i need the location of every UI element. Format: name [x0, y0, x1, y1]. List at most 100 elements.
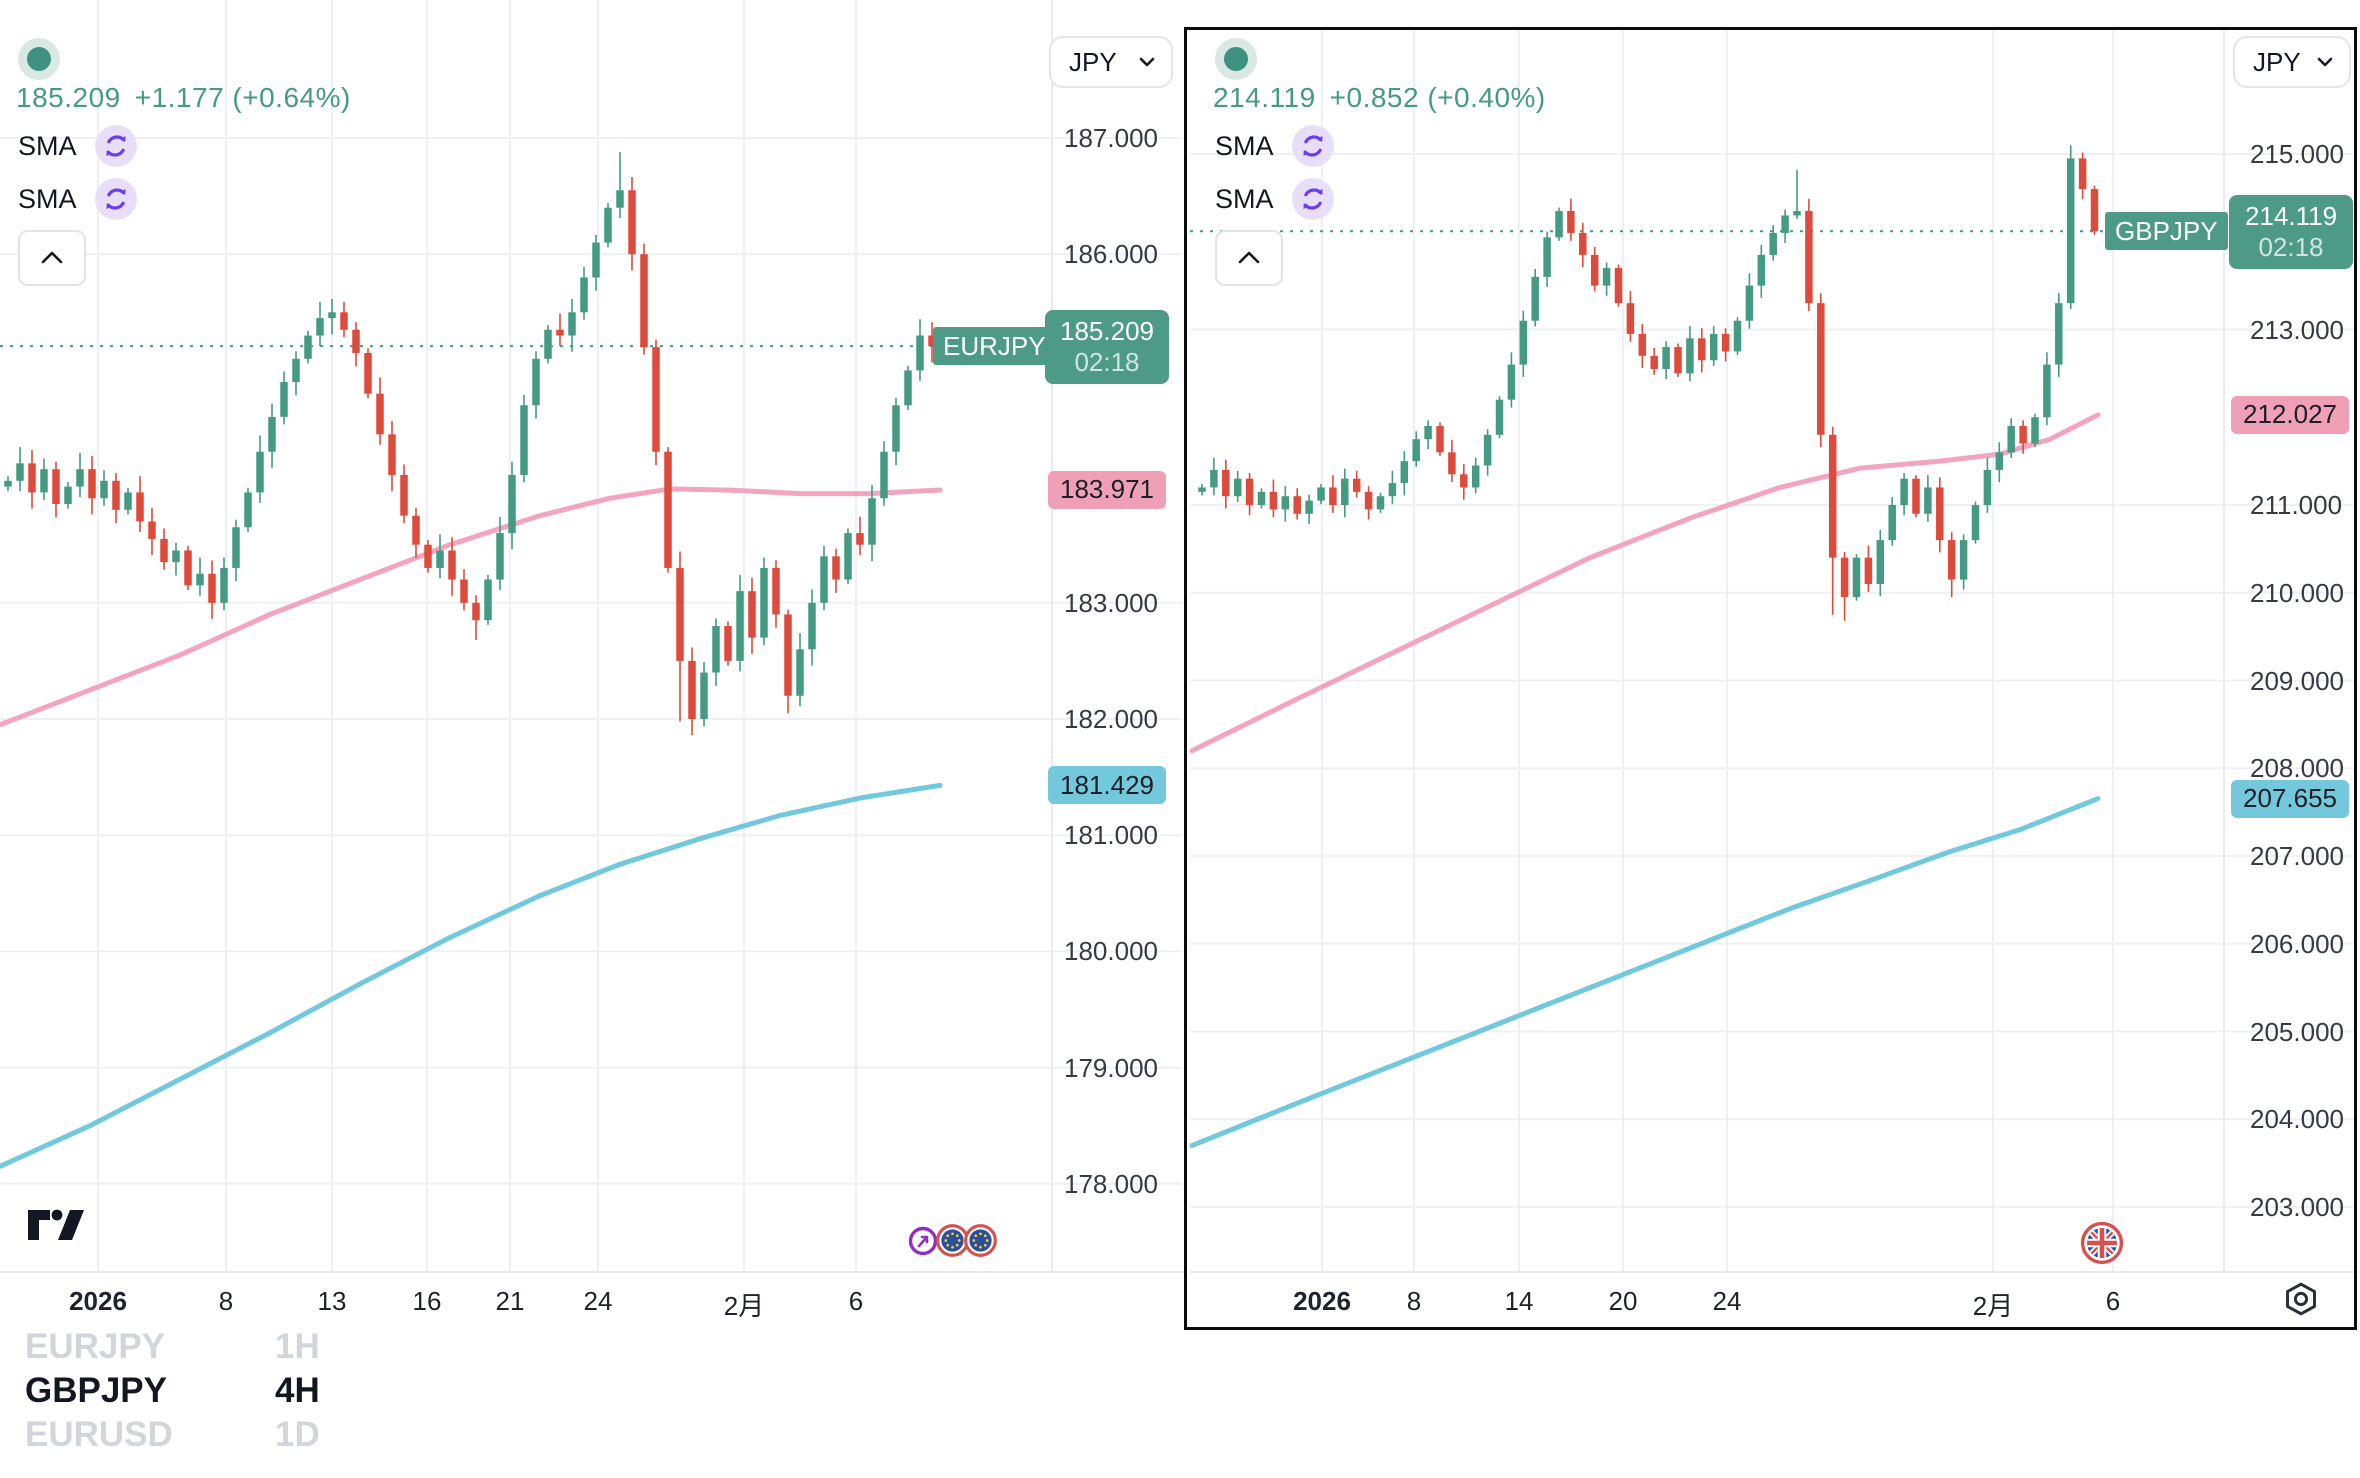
- sma-pink-value-label: 212.027: [2231, 395, 2349, 434]
- price-tick: 181.000: [1064, 820, 1158, 851]
- watchlist-symbol: GBPJPY: [25, 1371, 167, 1410]
- market-status-dot[interactable]: [18, 38, 60, 80]
- time-tick: 21: [495, 1286, 525, 1316]
- time-tick: 24: [1712, 1286, 1742, 1316]
- time-tick: 2月: [723, 1291, 765, 1321]
- last-price: 185.209: [16, 82, 121, 113]
- watchlist-interval: 4H: [275, 1371, 320, 1410]
- legend-price-line: 185.209 +1.177 (+0.64%): [16, 82, 351, 114]
- sma-pink-value-label: 183.971: [1048, 470, 1166, 509]
- tradingview-logo[interactable]: [26, 1208, 86, 1247]
- left-chart-panel: 185.209 +1.177 (+0.64%) SMA SMA JPY 187.0…: [0, 0, 1184, 1330]
- price-change: +1.177 (+0.64%): [134, 82, 351, 113]
- price-tick: 205.000: [2250, 1016, 2344, 1047]
- eu-flag-icon[interactable]: [964, 1224, 997, 1262]
- right-chart-panel: 214.119 +0.852 (+0.40%) SMA SMA JPY 215.0…: [1190, 0, 2360, 1330]
- gear-icon: [2286, 1282, 2316, 1316]
- sma-blue[interactable]: [0, 782, 943, 1169]
- current-price-value: 214.119: [2244, 201, 2338, 232]
- indicator-loading-icon: [94, 178, 137, 220]
- watchlist-symbol: EURJPY: [25, 1327, 166, 1366]
- currency-selector[interactable]: JPY: [2233, 36, 2351, 88]
- time-axis[interactable]: 2026 8 13 16 21 24 2月 6: [0, 1276, 1052, 1330]
- watchlist-interval: 1H: [275, 1327, 320, 1366]
- sma-pink[interactable]: [0, 486, 943, 728]
- chevron-up-icon: [1238, 251, 1260, 264]
- candlestick-series[interactable]: [1198, 145, 2099, 621]
- candlestick-series[interactable]: [4, 151, 936, 736]
- time-tick: 2月: [1972, 1291, 2014, 1321]
- sma-label: SMA: [18, 183, 77, 214]
- sma-label: SMA: [18, 130, 77, 161]
- time-tick: 2026: [69, 1286, 127, 1316]
- price-tick: 203.000: [2250, 1192, 2344, 1222]
- eu-flag-icon[interactable]: [936, 1224, 969, 1262]
- indicator-row-sma-2[interactable]: SMA: [18, 177, 137, 221]
- watchlist-row-gbpjpy[interactable]: GBPJPY 4H: [0, 1371, 430, 1415]
- current-price-label: 214.119 02:18: [2229, 195, 2353, 270]
- symbol-price-label[interactable]: GBPJPY: [2105, 212, 2228, 251]
- collapse-legend-button[interactable]: [18, 230, 86, 286]
- price-tick: 208.000: [2250, 753, 2344, 784]
- time-axis[interactable]: 2026 8 14 20 24 2月 6: [1190, 1276, 2224, 1330]
- price-tick: 178.000: [1064, 1168, 1158, 1199]
- indicator-row-sma-1[interactable]: SMA: [18, 124, 137, 168]
- price-tick: 187.000: [1064, 123, 1158, 153]
- price-change: +0.852 (+0.40%): [1329, 82, 1546, 113]
- chevron-down-icon: [2317, 57, 2333, 67]
- indicator-row-sma-2[interactable]: SMA: [1215, 177, 1334, 221]
- price-tick: 179.000: [1064, 1052, 1158, 1083]
- chart-settings-button[interactable]: [2278, 1276, 2324, 1322]
- countdown-timer: 02:18: [1074, 347, 1140, 378]
- bottom-toolbar: EURJPY 1H GBPJPY 4H EURUSD 1D: [0, 1327, 2360, 1478]
- symbol-price-label[interactable]: EURJPY: [933, 327, 1056, 366]
- price-tick: 183.000: [1064, 587, 1158, 618]
- time-tick: 6: [2105, 1286, 2121, 1316]
- indicator-loading-icon: [94, 125, 137, 167]
- event-marker-icon[interactable]: [908, 1226, 938, 1261]
- market-status-dot[interactable]: [1215, 38, 1257, 80]
- current-price-label: 185.209 02:18: [1045, 310, 1169, 385]
- watchlist-row-eurjpy[interactable]: EURJPY 1H: [0, 1327, 430, 1371]
- sma-pink[interactable]: [1189, 412, 2101, 754]
- price-tick: 206.000: [2250, 928, 2344, 959]
- indicator-loading-icon: [1291, 178, 1334, 220]
- sma-label: SMA: [1215, 130, 1274, 161]
- uk-flag-icon[interactable]: [2080, 1221, 2124, 1270]
- price-axis[interactable]: 215.000 213.000 211.000 210.000 209.000 208.0…: [2240, 0, 2360, 1276]
- time-tick: 6: [848, 1286, 864, 1316]
- sma-blue[interactable]: [1189, 796, 2101, 1149]
- time-tick: 8: [218, 1286, 234, 1316]
- time-tick: 14: [1504, 1286, 1534, 1316]
- watchlist-interval: 1D: [275, 1415, 320, 1454]
- price-tick: 180.000: [1064, 936, 1158, 967]
- price-tick: 204.000: [2250, 1104, 2344, 1135]
- sma-blue-value-label: 207.655: [2231, 779, 2349, 818]
- chevron-down-icon: [1139, 57, 1155, 67]
- indicator-loading-icon: [1291, 125, 1334, 167]
- time-tick: 16: [412, 1286, 442, 1316]
- indicator-row-sma-1[interactable]: SMA: [1215, 124, 1334, 168]
- time-tick: 24: [583, 1286, 613, 1316]
- collapse-legend-button[interactable]: [1215, 230, 1283, 286]
- sma-label: SMA: [1215, 183, 1274, 214]
- watchlist-row-eurusd[interactable]: EURUSD 1D: [0, 1415, 430, 1459]
- time-tick: 8: [1406, 1286, 1422, 1316]
- price-tick: 209.000: [2250, 665, 2344, 696]
- currency-selector[interactable]: JPY: [1049, 36, 1173, 88]
- currency-value: JPY: [2253, 46, 2301, 77]
- chevron-up-icon: [41, 251, 63, 264]
- countdown-timer: 02:18: [2258, 232, 2324, 263]
- watchlist-symbol: EURUSD: [25, 1415, 173, 1454]
- current-price-value: 185.209: [1060, 316, 1154, 347]
- last-price: 214.119: [1213, 82, 1316, 113]
- price-tick: 210.000: [2250, 577, 2344, 608]
- sma-blue-value-label: 181.429: [1048, 766, 1166, 805]
- price-tick: 215.000: [2250, 139, 2344, 169]
- time-tick: 13: [317, 1286, 347, 1316]
- price-tick: 182.000: [1064, 704, 1158, 734]
- currency-value: JPY: [1069, 46, 1117, 77]
- price-tick: 186.000: [1064, 239, 1158, 270]
- price-axis[interactable]: 187.000 186.000 183.000 182.000 181.000 180.0…: [1054, 0, 1184, 1276]
